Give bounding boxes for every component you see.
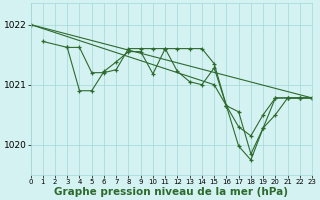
X-axis label: Graphe pression niveau de la mer (hPa): Graphe pression niveau de la mer (hPa): [54, 187, 288, 197]
